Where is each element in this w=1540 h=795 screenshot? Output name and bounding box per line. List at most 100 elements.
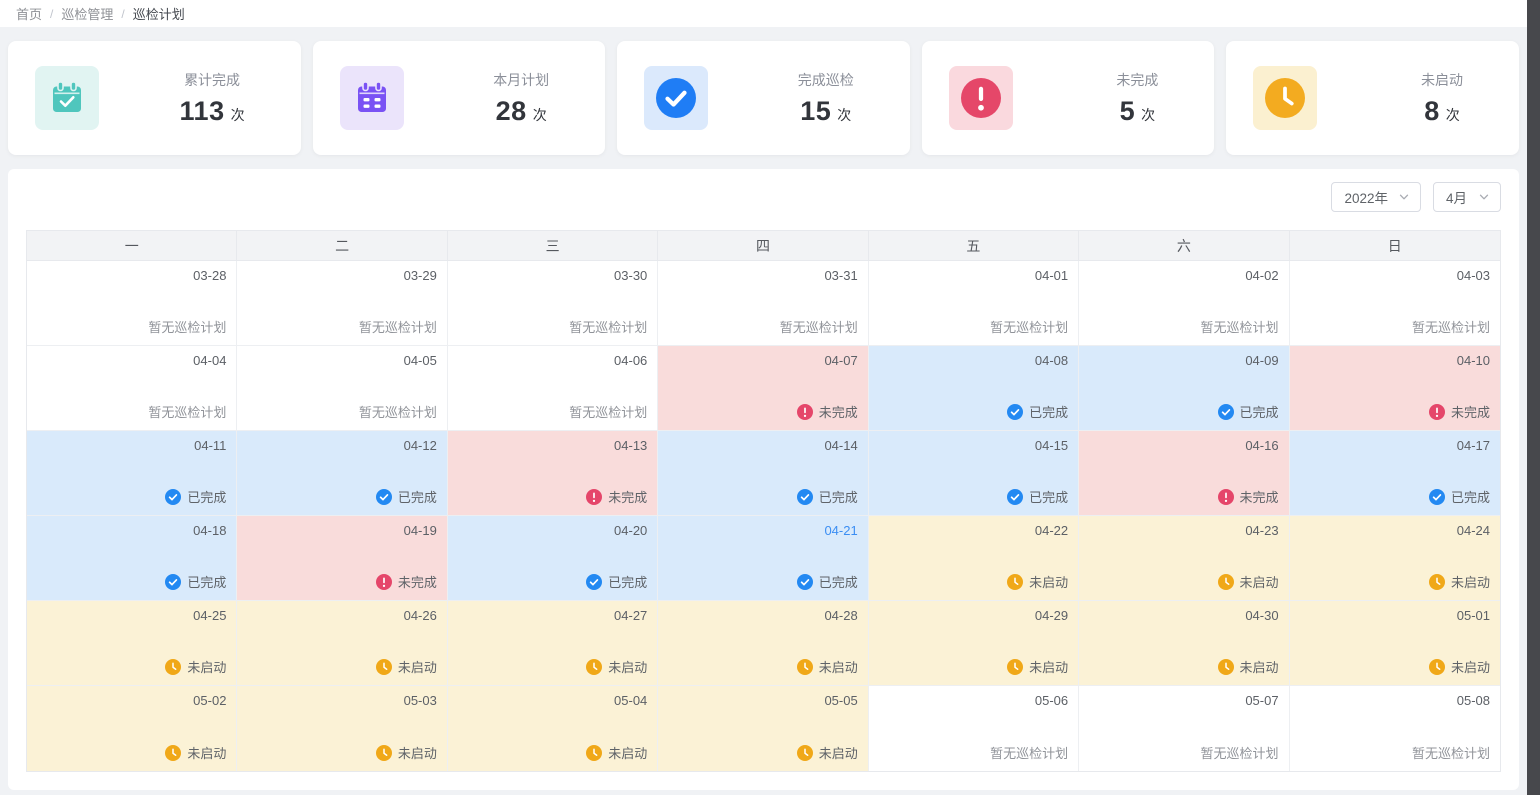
calendar-cell-05-06[interactable]: 05-06 暂无巡检计划	[868, 686, 1080, 771]
calendar-cell-04-15[interactable]: 04-15 已完成	[868, 431, 1080, 516]
breadcrumb-inspection-plan: 巡检计划	[132, 7, 185, 22]
cell-status-label: 暂无巡检计划	[569, 405, 648, 420]
calendar-cell-03-29[interactable]: 03-29 暂无巡检计划	[237, 261, 448, 346]
calendar-cell-04-10[interactable]: 04-10 未完成	[1289, 346, 1500, 431]
calendar-cell-05-02[interactable]: 05-02 未启动	[27, 686, 238, 771]
cell-status-none: 暂无巡检计划	[990, 317, 1068, 336]
cell-date: 04-07	[824, 353, 858, 368]
cell-date: 04-09	[1245, 353, 1279, 368]
calendar-cell-04-18[interactable]: 04-18 已完成	[27, 516, 238, 601]
calendar-cell-04-26[interactable]: 04-26 未启动	[237, 601, 448, 686]
calendar-cell-04-27[interactable]: 04-27 未启动	[447, 601, 659, 686]
calendar-cell-04-02[interactable]: 04-02 暂无巡检计划	[1079, 261, 1290, 346]
calendar-cell-04-14[interactable]: 04-14 已完成	[658, 431, 869, 516]
calendar-week-row: 04-04 暂无巡检计划 04-05 暂无巡检计划 04-06 暂无巡检计划 04-07 未完…	[27, 346, 1500, 431]
chevron-down-icon	[1479, 194, 1489, 200]
calendar-cell-04-01[interactable]: 04-01 暂无巡检计划	[868, 261, 1080, 346]
calendar-cell-04-29[interactable]: 04-29 未启动	[868, 601, 1080, 686]
calendar-cell-04-21[interactable]: 04-21 已完成	[658, 516, 869, 601]
check-circle-icon	[1428, 488, 1445, 505]
stat-unit: 次	[1445, 106, 1460, 123]
cell-status-label: 未启动	[1239, 660, 1279, 675]
calendar-cell-04-23[interactable]: 04-23 未启动	[1079, 516, 1290, 601]
calendar-cell-04-17[interactable]: 04-17 已完成	[1289, 431, 1500, 516]
scrollbar[interactable]	[1527, 0, 1540, 795]
clock-icon	[796, 744, 813, 761]
cell-status-label: 未启动	[1450, 660, 1490, 675]
calendar-cell-04-11[interactable]: 04-11 已完成	[27, 431, 238, 516]
calendar-cell-04-16[interactable]: 04-16 未完成	[1079, 431, 1290, 516]
calendar-cell-04-13[interactable]: 04-13 未完成	[447, 431, 659, 516]
calendar-cell-05-08[interactable]: 05-08 暂无巡检计划	[1289, 686, 1500, 771]
calendar-cell-03-31[interactable]: 03-31 暂无巡检计划	[658, 261, 869, 346]
filter-row: 2022年 4月	[26, 182, 1501, 212]
calendar-cell-04-04[interactable]: 04-04 暂无巡检计划	[27, 346, 238, 431]
calendar-cell-05-01[interactable]: 05-01 未启动	[1289, 601, 1500, 686]
cell-status-done: 已完成	[796, 572, 858, 591]
calendar-weekday-header: 一二三四五六日	[27, 231, 1500, 261]
calendar-cell-05-07[interactable]: 05-07 暂无巡检计划	[1079, 686, 1290, 771]
calendar-grid-icon	[357, 81, 386, 112]
calendar-cell-04-08[interactable]: 04-08 已完成	[868, 346, 1080, 431]
cell-status-none: 暂无巡检计划	[569, 402, 647, 421]
calendar-cell-04-19[interactable]: 04-19 未完成	[237, 516, 448, 601]
cell-status-label: 未完成	[608, 490, 648, 505]
cell-status-notstart: 未启动	[1217, 657, 1279, 676]
year-select[interactable]: 2022年	[1331, 182, 1421, 212]
calendar-check-icon	[53, 81, 81, 112]
clock-icon	[1428, 658, 1445, 675]
clock-icon	[1428, 573, 1445, 590]
weekday-header-cell: 三	[447, 231, 659, 261]
breadcrumb-home[interactable]: 首页	[16, 7, 43, 22]
calendar-cell-04-03[interactable]: 04-03 暂无巡检计划	[1289, 261, 1500, 346]
cell-status-undone: 未完成	[586, 487, 647, 506]
calendar-cell-04-09[interactable]: 04-09 已完成	[1079, 346, 1290, 431]
calendar-cell-04-28[interactable]: 04-28 未启动	[658, 601, 869, 686]
cell-status-label: 暂无巡检计划	[990, 746, 1069, 761]
calendar-cell-04-25[interactable]: 04-25 未启动	[27, 601, 238, 686]
stat-icon-box	[948, 66, 1013, 130]
cell-status-label: 未完成	[397, 575, 437, 590]
cell-status-label: 未启动	[608, 660, 648, 675]
clock-icon	[375, 658, 392, 675]
cell-status-done: 已完成	[375, 487, 437, 506]
cell-date: 04-15	[1034, 438, 1069, 453]
cell-status-label: 未启动	[818, 660, 858, 675]
calendar-cell-04-12[interactable]: 04-12 已完成	[237, 431, 448, 516]
calendar-cell-03-30[interactable]: 03-30 暂无巡检计划	[447, 261, 659, 346]
check-circle-icon	[165, 488, 182, 505]
cell-status-undone: 未完成	[1217, 487, 1279, 506]
cell-status-done: 已完成	[1007, 402, 1068, 421]
stat-card-done-count: 完成巡检 15 次	[617, 41, 910, 155]
cell-date: 04-29	[1034, 608, 1069, 623]
calendar-cell-04-20[interactable]: 04-20 已完成	[447, 516, 659, 601]
year-select-value: 2022年	[1344, 191, 1388, 206]
cell-status-none: 暂无巡检计划	[780, 317, 858, 336]
calendar-cell-05-05[interactable]: 05-05 未启动	[658, 686, 869, 771]
clock-icon	[1217, 573, 1234, 590]
cell-status-label: 已完成	[608, 575, 648, 590]
calendar-cell-03-28[interactable]: 03-28 暂无巡检计划	[27, 261, 238, 346]
cell-date: 04-08	[1034, 353, 1069, 368]
cell-date: 05-02	[193, 693, 227, 708]
stat-value: 28	[495, 95, 527, 126]
calendar-cell-04-22[interactable]: 04-22 未启动	[868, 516, 1080, 601]
clock-icon	[375, 744, 392, 761]
cell-date: 04-23	[1245, 523, 1279, 538]
breadcrumb-inspection-management[interactable]: 巡检管理	[61, 7, 114, 22]
calendar-cell-04-07[interactable]: 04-07 未完成	[658, 346, 869, 431]
clock-icon	[165, 744, 182, 761]
stat-text: 未启动 8 次	[1421, 70, 1463, 127]
cell-status-notstart: 未启动	[1428, 657, 1490, 676]
check-circle-icon	[656, 78, 697, 118]
calendar-cell-04-05[interactable]: 04-05 暂无巡检计划	[237, 346, 448, 431]
calendar-cell-05-03[interactable]: 05-03 未启动	[237, 686, 448, 771]
cell-date: 04-13	[614, 438, 648, 453]
calendar-cell-04-30[interactable]: 04-30 未启动	[1079, 601, 1290, 686]
calendar-cell-05-04[interactable]: 05-04 未启动	[447, 686, 659, 771]
cell-date: 04-06	[614, 353, 648, 368]
calendar-cell-04-24[interactable]: 04-24 未启动	[1289, 516, 1500, 601]
month-select[interactable]: 4月	[1433, 182, 1501, 212]
calendar-cell-04-06[interactable]: 04-06 暂无巡检计划	[447, 346, 659, 431]
